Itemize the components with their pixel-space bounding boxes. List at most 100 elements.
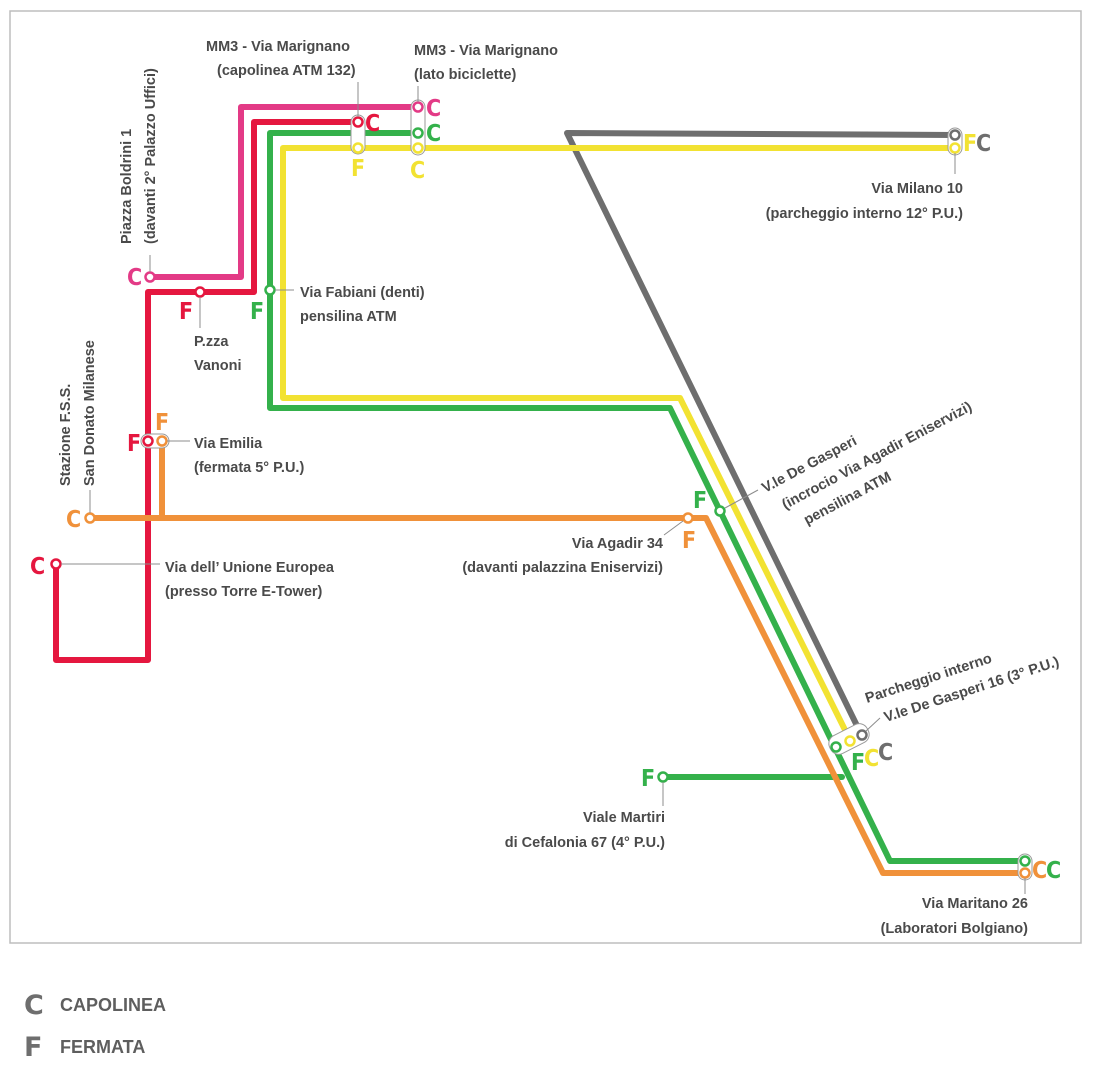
stop-agadir-orange[interactable] [682, 512, 694, 524]
stop-mm3-bici-magenta[interactable] [412, 101, 424, 113]
label-fabiani-line2: pensilina ATM [300, 309, 397, 325]
leader-degasperi [724, 489, 759, 509]
marker-boldrini-magenta-c: C [127, 265, 142, 291]
marker-milano-yellow-f: F [963, 131, 977, 157]
green-route-line [267, 130, 1028, 864]
label-boldrini: Piazza Boldrini 1 (davanti 2° Palazzo Uf… [119, 68, 159, 244]
leader-lines [61, 82, 1026, 894]
stop-boldrini-magenta[interactable] [144, 271, 156, 283]
marker-milano-gray-c: C [976, 131, 991, 157]
marker-mm3-132-red-c: C [365, 111, 380, 137]
stop-mm3-132-red[interactable] [352, 116, 364, 128]
legend-fermata-label: FERMATA [60, 1037, 146, 1057]
label-agadir: Via Agadir 34 (davanti palazzina Eniserv… [462, 536, 663, 576]
marker-agadir-orange-f: F [682, 528, 696, 554]
label-mm3-bici: MM3 - Via Marignano (lato biciclette) [414, 43, 558, 83]
label-milano-line2: (parcheggio interno 12° P.U.) [766, 206, 963, 222]
marker-fss-orange-c: C [66, 507, 81, 533]
stop-unione-red[interactable] [50, 558, 62, 570]
stop-vanoni-red[interactable] [194, 286, 206, 298]
stop-parcheggio-green[interactable] [830, 741, 842, 753]
label-cefalonia-line1: Viale Martiri [583, 810, 665, 826]
label-unione: Via dell’ Unione Europea (presso Torre E… [165, 560, 335, 600]
marker-fabiani-green-f: F [250, 299, 264, 325]
stop-dots [50, 101, 1031, 879]
stop-markers: C C C C F F C C F F F F C F F C F C C F … [30, 96, 1061, 884]
label-emilia-line1: Via Emilia [194, 436, 263, 452]
stop-maritano-green[interactable] [1019, 855, 1031, 867]
gray-route-line [564, 130, 958, 739]
stop-emilia-orange[interactable] [156, 435, 168, 447]
label-milano: Via Milano 10 (parcheggio interno 12° P.… [766, 181, 963, 222]
marker-emilia-orange-f: F [155, 410, 169, 436]
stop-labels: MM3 - Via Marignano (capolinea ATM 132) … [58, 39, 1061, 937]
label-parcheggio: Parcheggio interno V.le De Gasperi 16 (3… [863, 651, 1061, 726]
marker-parcheggio-green-f: F [851, 750, 865, 776]
stop-parcheggio-yellow[interactable] [844, 735, 856, 747]
label-mm3-132-line1: MM3 - Via Marignano [206, 39, 350, 55]
leader-agadir [663, 520, 684, 536]
label-vanoni-line1: P.zza [194, 334, 229, 350]
legend-capolinea: C CAPOLINEA [24, 990, 166, 1021]
leader-parcheggio [865, 717, 881, 732]
label-maritano-line2: (Laboratori Bolgiano) [881, 921, 1029, 937]
marker-maritano-green-c: C [1046, 858, 1061, 884]
stop-maritano-orange[interactable] [1019, 867, 1031, 879]
stop-cefalonia-green[interactable] [657, 771, 669, 783]
label-maritano: Via Maritano 26 (Laboratori Bolgiano) [881, 896, 1029, 937]
label-fss-line1: Stazione F.S.S. [58, 384, 74, 486]
stop-degasperi-green[interactable] [714, 505, 726, 517]
label-unione-line2: (presso Torre E-Tower) [165, 584, 323, 600]
marker-vanoni-red-f: F [179, 299, 193, 325]
magenta-route-line [147, 104, 421, 280]
label-unione-line1: Via dell’ Unione Europea [165, 560, 335, 576]
label-fabiani-line1: Via Fabiani (denti) [300, 285, 425, 301]
label-mm3-bici-line2: (lato biciclette) [414, 67, 516, 83]
legend-capolinea-label: CAPOLINEA [60, 995, 167, 1015]
label-fss: Stazione F.S.S. San Donato Milanese [58, 340, 98, 486]
marker-mm3-bici-magenta-c: C [426, 96, 441, 122]
marker-parcheggio-yellow-c: C [864, 746, 879, 772]
label-mm3-132: MM3 - Via Marignano (capolinea ATM 132) [206, 39, 356, 79]
stop-mm3-132-yellow[interactable] [352, 142, 364, 154]
stop-mm3-bici-yellow[interactable] [412, 142, 424, 154]
label-vanoni-line2: Vanoni [194, 358, 242, 374]
label-agadir-line2: (davanti palazzina Eniservizi) [462, 560, 663, 576]
label-fabiani: Via Fabiani (denti) pensilina ATM [300, 285, 425, 325]
marker-maritano-orange-c: C [1032, 858, 1047, 884]
label-maritano-line1: Via Maritano 26 [922, 896, 1028, 912]
yellow-route-line [280, 145, 958, 745]
marker-mm3-132-yellow-f: F [351, 156, 365, 182]
stop-milano-yellow[interactable] [949, 142, 961, 154]
stop-fss-orange[interactable] [84, 512, 96, 524]
label-milano-line1: Via Milano 10 [871, 181, 963, 197]
label-mm3-132-line2: (capolinea ATM 132) [217, 63, 356, 79]
marker-degasperi-green-f: F [693, 488, 707, 514]
legend-fermata: F FERMATA [24, 1032, 145, 1063]
marker-emilia-red-f: F [127, 431, 141, 457]
label-vanoni: P.zza Vanoni [194, 334, 242, 374]
stop-emilia-red[interactable] [142, 435, 154, 447]
legend-fermata-symbol: F [24, 1032, 43, 1063]
marker-unione-red-c: C [30, 554, 45, 580]
legend-capolinea-symbol: C [24, 990, 44, 1021]
map-frame [9, 10, 1082, 944]
label-mm3-bici-line1: MM3 - Via Marignano [414, 43, 558, 59]
stop-fabiani-green[interactable] [264, 284, 276, 296]
label-fss-line2: San Donato Milanese [82, 340, 98, 486]
label-boldrini-line1: Piazza Boldrini 1 [119, 129, 135, 244]
orange-route-line [87, 515, 1028, 876]
label-emilia-line2: (fermata 5° P.U.) [194, 460, 304, 476]
red-route-line [53, 119, 361, 663]
marker-cefalonia-green-f: F [641, 766, 655, 792]
stop-parcheggio-gray[interactable] [856, 729, 868, 741]
route-lines [53, 104, 1028, 876]
label-cefalonia-line2: di Cefalonia 67 (4° P.U.) [505, 835, 665, 851]
marker-mm3-bici-yellow-c: C [410, 158, 425, 184]
label-cefalonia: Viale Martiri di Cefalonia 67 (4° P.U.) [505, 810, 665, 851]
stop-mm3-bici-green[interactable] [412, 127, 424, 139]
label-agadir-line1: Via Agadir 34 [572, 536, 663, 552]
stop-milano-gray[interactable] [949, 129, 961, 141]
marker-mm3-bici-green-c: C [426, 121, 441, 147]
